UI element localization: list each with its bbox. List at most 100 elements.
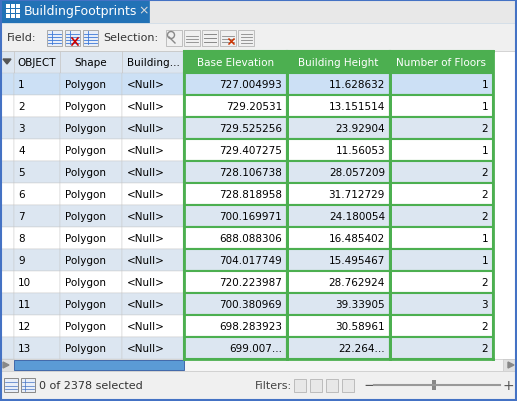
Text: 2: 2 bbox=[481, 343, 488, 353]
Bar bbox=[122, 315, 184, 337]
Bar bbox=[1, 0, 149, 24]
Bar bbox=[122, 118, 184, 140]
Bar bbox=[287, 74, 390, 96]
Bar bbox=[287, 96, 390, 118]
Bar bbox=[238, 31, 254, 47]
Bar bbox=[0, 162, 14, 184]
Bar bbox=[122, 271, 184, 293]
Text: −: − bbox=[363, 378, 376, 393]
Bar bbox=[390, 96, 493, 118]
Polygon shape bbox=[3, 60, 11, 65]
Bar bbox=[122, 337, 184, 359]
Bar bbox=[0, 271, 14, 293]
Text: <Null>: <Null> bbox=[127, 321, 165, 331]
Bar bbox=[122, 184, 184, 205]
Text: Polygon: Polygon bbox=[65, 255, 106, 265]
Bar bbox=[310, 379, 322, 392]
Text: Selection:: Selection: bbox=[103, 33, 158, 43]
Bar bbox=[14, 184, 60, 205]
Bar bbox=[14, 74, 60, 96]
Text: 28.057209: 28.057209 bbox=[329, 168, 385, 178]
Text: Polygon: Polygon bbox=[65, 168, 106, 178]
Bar bbox=[0, 74, 14, 96]
Text: 11.56053: 11.56053 bbox=[336, 146, 385, 156]
Text: <Null>: <Null> bbox=[127, 80, 165, 90]
Bar bbox=[342, 379, 354, 392]
Bar bbox=[184, 315, 287, 337]
Bar bbox=[6, 5, 10, 9]
Bar bbox=[14, 52, 60, 74]
Bar bbox=[60, 184, 122, 205]
Text: Field:: Field: bbox=[7, 33, 37, 43]
Bar bbox=[184, 293, 287, 315]
Bar bbox=[83, 31, 98, 47]
Bar bbox=[11, 10, 15, 14]
Bar bbox=[202, 31, 218, 47]
Text: 2: 2 bbox=[481, 321, 488, 331]
Text: Polygon: Polygon bbox=[65, 277, 106, 287]
Bar bbox=[390, 74, 493, 96]
Bar bbox=[0, 359, 14, 371]
Bar bbox=[0, 359, 517, 371]
Text: 729.525256: 729.525256 bbox=[219, 124, 282, 134]
Bar bbox=[65, 31, 80, 47]
Text: 28.762924: 28.762924 bbox=[329, 277, 385, 287]
Bar bbox=[287, 205, 390, 227]
Bar bbox=[184, 271, 287, 293]
Bar bbox=[4, 378, 18, 392]
Bar bbox=[184, 205, 287, 227]
Bar bbox=[14, 249, 60, 271]
Bar bbox=[21, 378, 35, 392]
Text: 39.33905: 39.33905 bbox=[336, 299, 385, 309]
Text: Polygon: Polygon bbox=[65, 124, 106, 134]
Bar bbox=[14, 162, 60, 184]
Text: 698.283923: 698.283923 bbox=[219, 321, 282, 331]
Bar bbox=[287, 249, 390, 271]
Bar bbox=[60, 96, 122, 118]
Text: 6: 6 bbox=[18, 190, 25, 200]
Bar bbox=[14, 140, 60, 162]
Bar bbox=[390, 162, 493, 184]
Text: 9: 9 bbox=[18, 255, 25, 265]
Text: 3: 3 bbox=[18, 124, 25, 134]
Bar bbox=[390, 249, 493, 271]
Bar bbox=[0, 0, 517, 24]
Bar bbox=[326, 379, 338, 392]
Bar bbox=[390, 315, 493, 337]
Text: 11: 11 bbox=[18, 299, 31, 309]
Text: <Null>: <Null> bbox=[127, 146, 165, 156]
Bar bbox=[0, 184, 14, 205]
Text: 16.485402: 16.485402 bbox=[329, 233, 385, 243]
Bar bbox=[184, 140, 287, 162]
Bar bbox=[184, 96, 287, 118]
Text: 7: 7 bbox=[18, 211, 25, 221]
Bar bbox=[122, 96, 184, 118]
Bar bbox=[287, 118, 390, 140]
Bar bbox=[287, 184, 390, 205]
Bar bbox=[60, 205, 122, 227]
Text: 5: 5 bbox=[18, 168, 25, 178]
Bar bbox=[60, 315, 122, 337]
Text: 2: 2 bbox=[481, 124, 488, 134]
Bar bbox=[184, 184, 287, 205]
Bar bbox=[287, 140, 390, 162]
Text: OBJECT: OBJECT bbox=[18, 58, 56, 68]
Bar bbox=[47, 31, 62, 47]
Text: 10: 10 bbox=[18, 277, 31, 287]
Bar bbox=[60, 271, 122, 293]
Text: 4: 4 bbox=[18, 146, 25, 156]
Text: Shape: Shape bbox=[74, 58, 108, 68]
Text: 8: 8 bbox=[18, 233, 25, 243]
Text: 30.58961: 30.58961 bbox=[336, 321, 385, 331]
Text: +: + bbox=[502, 378, 513, 392]
Text: 1: 1 bbox=[18, 80, 25, 90]
Text: Polygon: Polygon bbox=[65, 233, 106, 243]
Bar bbox=[122, 205, 184, 227]
Text: <Null>: <Null> bbox=[127, 190, 165, 200]
Text: 729.407275: 729.407275 bbox=[219, 146, 282, 156]
Bar bbox=[287, 227, 390, 249]
Text: <Null>: <Null> bbox=[127, 233, 165, 243]
Bar bbox=[287, 293, 390, 315]
Bar bbox=[60, 249, 122, 271]
Bar bbox=[0, 96, 14, 118]
